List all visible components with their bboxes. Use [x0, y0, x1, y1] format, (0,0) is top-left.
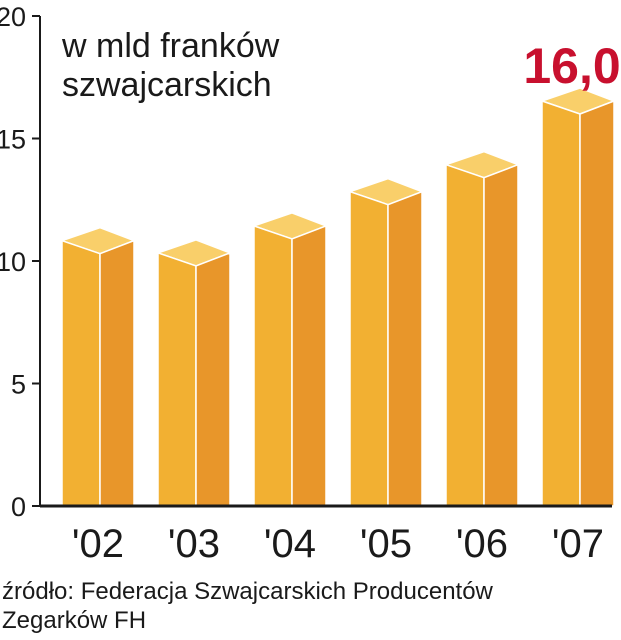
bars: [59, 87, 617, 507]
bar-front-face: [349, 190, 389, 507]
chart-title-line-2: szwajcarskich: [62, 66, 272, 104]
x-tick-label: '06: [456, 522, 508, 566]
bar-side-face: [291, 224, 327, 507]
y-tick-label: 15: [0, 125, 26, 155]
source-note: źródło: Federacja Szwajcarskich Producen…: [2, 577, 617, 635]
bar-side-face: [195, 251, 231, 507]
x-tick-label: '04: [264, 522, 316, 566]
source-line-2: Zegarków FH: [2, 607, 147, 634]
chart-title-line-1: w mld franków: [61, 27, 280, 65]
y-axis: 0 5 10 15 20: [0, 2, 41, 522]
bar: [539, 87, 617, 507]
y-tick-label: 10: [0, 247, 26, 277]
x-axis: '02 '03 '04 '05 '06 '07: [40, 504, 612, 566]
y-tick-label: 0: [11, 492, 26, 522]
source-line-1: źródło: Federacja Szwajcarskich Producen…: [2, 578, 493, 605]
bar-chart: 0 5 10 15 20 '02 '03 '04 '05 '06 '07 w mld frankó…: [0, 2, 621, 566]
bar-front-face: [253, 224, 293, 507]
x-tick-label: '02: [72, 522, 124, 566]
highlight-value-label: 16,0: [523, 38, 620, 94]
x-tick-label: '05: [360, 522, 412, 566]
bar-front-face: [541, 99, 581, 507]
bar: [347, 177, 425, 507]
bar: [155, 239, 233, 507]
bar-side-face: [579, 99, 615, 507]
y-tick-label: 5: [11, 370, 26, 400]
bar-side-face: [387, 190, 423, 507]
bar: [251, 212, 329, 507]
bar-side-face: [99, 239, 135, 507]
bar: [59, 226, 137, 507]
x-tick-label: '03: [168, 522, 220, 566]
bar-front-face: [445, 163, 485, 507]
y-tick-label: 20: [0, 2, 26, 32]
bar-front-face: [157, 251, 197, 507]
bar-side-face: [483, 163, 519, 507]
x-tick-label: '07: [552, 522, 604, 566]
bar: [443, 150, 521, 507]
bar-front-face: [61, 239, 101, 507]
